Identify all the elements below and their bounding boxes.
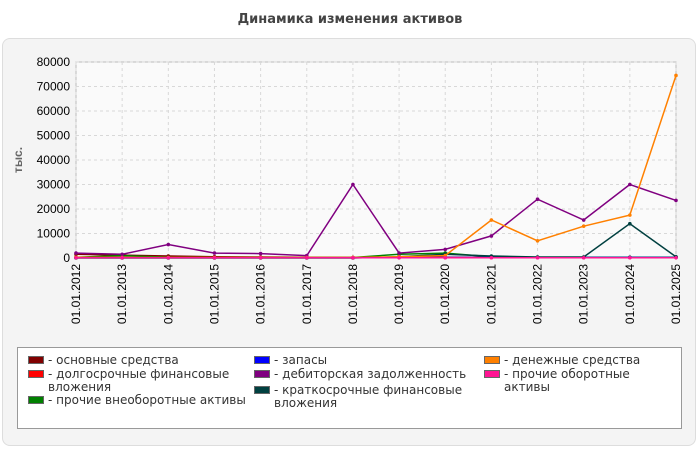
legend-label: - долгосрочные финансовые вложения — [48, 367, 230, 394]
data-point — [674, 198, 678, 203]
y-tick-label: 40000 — [37, 153, 71, 167]
x-tick-label: 01.01.2019 — [392, 264, 406, 324]
data-point — [443, 255, 448, 260]
y-tick-label: 10000 — [37, 227, 71, 241]
legend-swatch — [28, 396, 44, 404]
chart-title: Динамика изменения активов — [237, 12, 463, 27]
data-point — [258, 255, 263, 260]
legend-item: - денежные средства — [484, 354, 674, 367]
x-tick-label: 01.01.2025 — [669, 264, 683, 324]
data-point — [535, 197, 540, 201]
legend-label: - запасы — [274, 353, 328, 367]
legend-item: - прочие оборотные активы — [484, 368, 674, 394]
x-tick-label: 01.01.2015 — [207, 264, 221, 324]
data-point — [443, 247, 448, 252]
x-tick-label: 01.01.2021 — [484, 264, 498, 324]
x-tick-label: 01.01.2018 — [346, 264, 360, 324]
data-point — [489, 255, 494, 260]
data-point — [397, 255, 401, 260]
data-point — [304, 255, 309, 260]
y-tick-label: 0 — [63, 251, 70, 265]
legend-item: - долгосрочные финансовые вложения — [28, 368, 248, 394]
data-point — [74, 255, 78, 260]
x-tick-label: 01.01.2023 — [577, 264, 591, 324]
data-point — [535, 255, 540, 260]
data-point — [74, 251, 78, 255]
y-tick-label: 50000 — [37, 129, 71, 143]
x-tick-label: 01.01.2012 — [69, 264, 83, 324]
legend-swatch — [28, 356, 44, 364]
legend-swatch — [484, 356, 500, 364]
legend-label: - дебиторская задолженность — [274, 367, 467, 381]
legend-label: - прочие оборотные активы — [504, 367, 630, 394]
legend-swatch — [254, 356, 270, 364]
legend-label: - прочие внеоборотные активы — [48, 393, 246, 407]
data-point — [674, 255, 678, 260]
legend-item: - краткосрочные финансовые вложения — [254, 384, 474, 410]
legend-item: - прочие внеоборотные активы — [28, 394, 248, 407]
data-point — [166, 242, 171, 247]
series-line-4 — [75, 183, 677, 257]
x-tick-label: 01.01.2017 — [300, 264, 314, 324]
data-point — [120, 252, 124, 257]
data-point — [397, 251, 401, 255]
x-tick-label: 01.01.2024 — [623, 264, 637, 324]
y-tick-label: 60000 — [37, 104, 71, 118]
data-point — [628, 182, 632, 187]
data-point — [351, 182, 355, 187]
legend-label: - денежные средства — [504, 353, 641, 367]
y-tick-label: 20000 — [37, 202, 71, 216]
x-tick-label: 01.01.2022 — [531, 264, 545, 324]
legend-item: - запасы — [254, 354, 474, 367]
legend-label: - основные средства — [48, 353, 179, 367]
y-tick-label: 80000 — [37, 55, 71, 69]
legend: - основные средства - долгосрочные финанс… — [17, 347, 682, 429]
legend-item: - основные средства — [28, 354, 248, 367]
data-point — [489, 218, 494, 222]
x-tick-label: 01.01.2014 — [161, 264, 175, 324]
data-point — [258, 251, 263, 256]
data-point — [212, 255, 217, 260]
y-tick-label: 70000 — [37, 80, 71, 94]
y-axis-label: тыс. — [11, 147, 25, 173]
data-point — [581, 255, 586, 260]
y-tick-label: 30000 — [37, 178, 71, 192]
legend-label: - краткосрочные финансовые вложения — [274, 383, 463, 410]
legend-swatch — [28, 370, 44, 378]
legend-item: - дебиторская задолженность — [254, 368, 474, 381]
x-tick-label: 01.01.2013 — [115, 264, 129, 324]
legend-swatch — [254, 370, 270, 378]
data-point — [581, 218, 586, 222]
data-point — [166, 255, 171, 260]
data-point — [674, 73, 678, 78]
data-point — [581, 224, 586, 228]
data-point — [351, 255, 355, 260]
legend-swatch — [484, 370, 500, 378]
data-point — [628, 221, 632, 226]
data-point — [212, 251, 217, 255]
x-tick-label: 01.01.2016 — [254, 264, 268, 324]
data-point — [535, 239, 540, 243]
x-tick-label: 01.01.2020 — [438, 264, 452, 324]
data-point — [628, 213, 632, 217]
data-point — [489, 234, 494, 238]
legend-swatch — [254, 386, 270, 394]
data-point — [628, 255, 632, 260]
data-point — [120, 255, 124, 260]
